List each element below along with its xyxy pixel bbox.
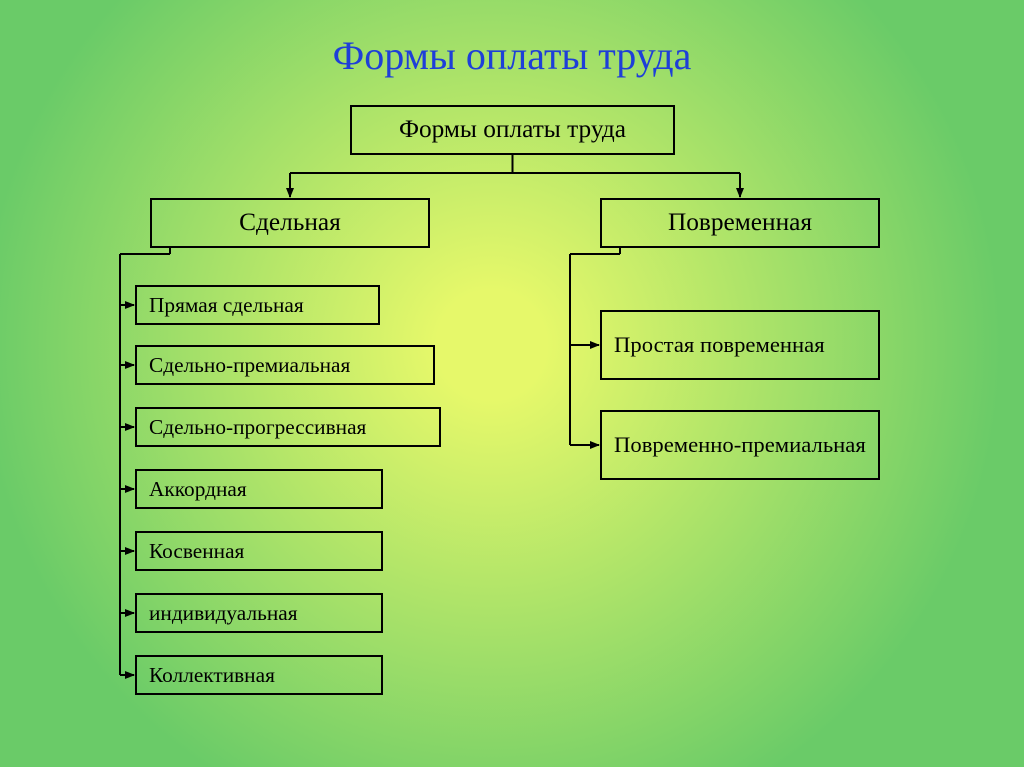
left-item-4: Косвенная: [135, 531, 383, 571]
branch-header-left: Сдельная: [150, 198, 430, 248]
root-box: Формы оплаты труда: [350, 105, 675, 155]
left-item-2: Сдельно-прогрессивная: [135, 407, 441, 447]
left-item-5: индивидуальная: [135, 593, 383, 633]
right-item-0: Простая повременная: [600, 310, 880, 380]
branch-header-right: Повременная: [600, 198, 880, 248]
page-title: Формы оплаты труда: [0, 32, 1024, 79]
left-item-6: Коллективная: [135, 655, 383, 695]
left-item-0: Прямая сдельная: [135, 285, 380, 325]
diagram-stage: Формы оплаты труда Формы оплаты труда Сде…: [0, 0, 1024, 767]
left-item-3: Аккордная: [135, 469, 383, 509]
left-item-1: Сдельно-премиальная: [135, 345, 435, 385]
right-item-1: Повременно-премиальная: [600, 410, 880, 480]
